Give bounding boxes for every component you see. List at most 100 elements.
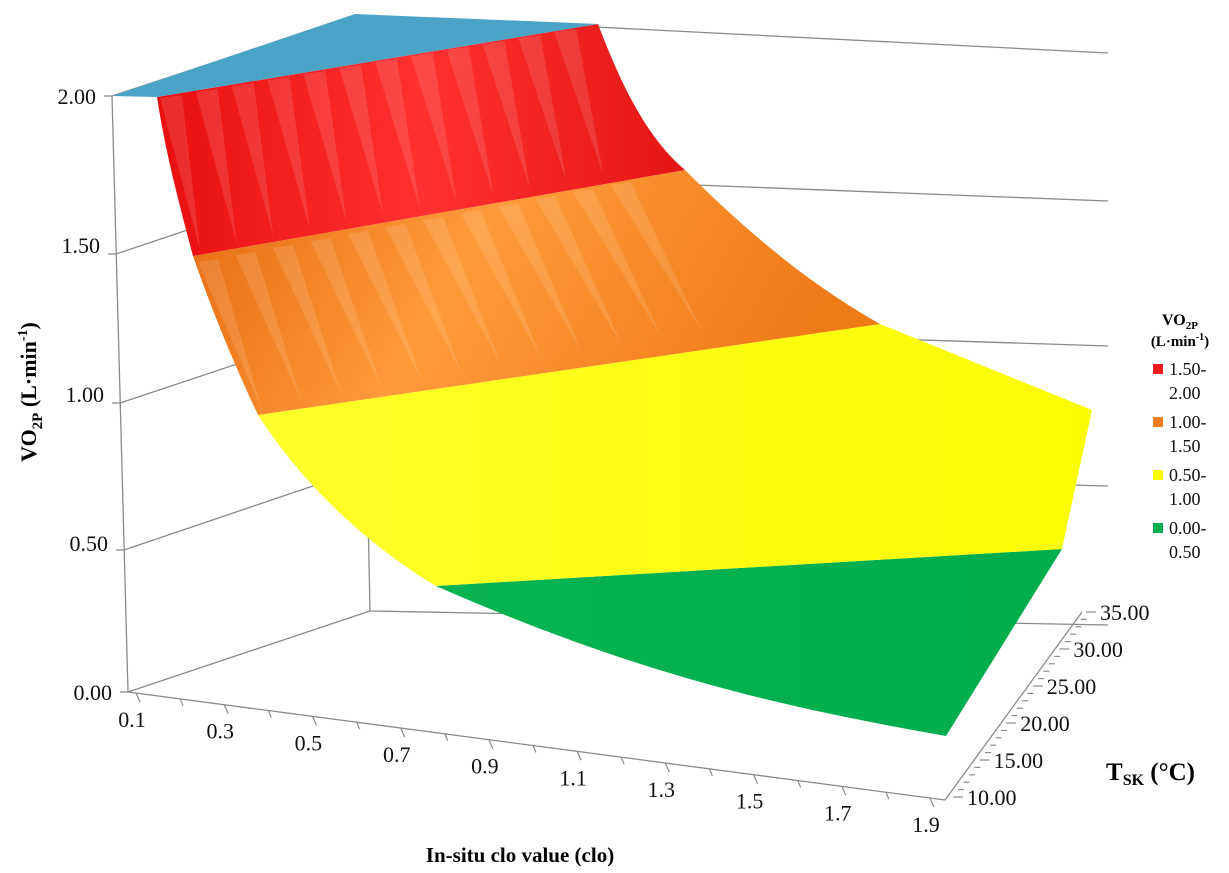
legend-title-close: ) [1204,334,1209,350]
value-axis-title-close: ) [16,322,41,329]
surface-facet [460,210,542,360]
clo-minor-tick [532,745,537,753]
surface-facet [573,189,662,339]
clo-minor-tick [797,780,802,788]
surface-facet [375,59,420,209]
temp-axis-title-main: T [1106,759,1123,786]
legend-title-sub: 2P [1186,320,1199,332]
clo-tick-label: 0.9 [471,754,499,779]
temp-tick-labels: 10.00 15.00 20.00 25.00 30.00 35.00 [967,600,1150,810]
legend-label: 1.00- [1169,412,1207,432]
value-tick-label: 2.00 [58,84,97,109]
clo-tick-label: 1.3 [648,777,676,802]
surface-band-red [157,24,685,256]
surface-band-orange [193,170,880,415]
clo-tick-label: 1.9 [912,812,940,837]
surface-facet [518,35,567,182]
value-axis-title: VO2P (L·min-1) [16,322,46,462]
clo-tick-label: 1.7 [824,800,852,825]
clo-tick [135,692,141,703]
clo-axis-title: In-situ clo value (clo) [426,843,614,867]
clo-minor-tick [267,710,272,718]
value-tick-label: 0.50 [70,531,109,556]
surface-facet [410,53,457,203]
legend-title-line2: (L·min-1) [1151,332,1209,350]
surface-facet [198,259,262,410]
clo-minor-tick [885,791,890,800]
clo-tick-label: 0.3 [206,719,234,744]
clo-minor-tick [708,768,713,777]
clo-tick [400,727,406,738]
value-axis-line [111,95,129,693]
temp-tick-label: 10.00 [967,785,1017,810]
gridline-0.00 [127,610,371,693]
value-tick-labels: 0.00 0.50 1.00 1.50 2.00 [58,84,113,705]
surface-facet [482,41,530,189]
legend-label: 1.50 [1169,436,1201,456]
temp-axis-title-sub: SK [1123,772,1145,789]
surface-facet [385,224,462,375]
legend-swatch [1153,364,1163,374]
legend-label: 0.50- [1169,465,1207,485]
clo-tick-label: 0.7 [383,742,411,767]
surface-facet [446,47,494,196]
value-axis [104,95,129,693]
legend-title-unit: (L·min [1151,334,1197,350]
surface-facet [339,65,384,216]
legend-label: 1.00 [1169,489,1201,509]
clo-tick [841,786,847,796]
legend-label: 0.50 [1169,542,1201,562]
legend-label: 1.50- [1169,359,1207,379]
legend-title-main: VO [1162,312,1186,329]
temp-axis-ticks [953,611,1096,798]
surface-facet [348,231,422,382]
surface-facet [160,95,200,250]
surface-facet [303,71,347,223]
surface-facets [160,29,702,410]
legend-title-sup: -1 [1196,332,1204,343]
surface-facet [498,203,582,353]
legend-title-line1: VO2P [1162,312,1198,332]
surface [112,14,1092,736]
temp-axis-line [944,611,1083,801]
legend-swatch [1153,523,1163,533]
temp-tick-label: 15.00 [994,748,1044,773]
temp-tick-label: 20.00 [1020,711,1069,736]
clo-axis-line [127,691,946,801]
clo-minor-tick [620,756,625,765]
legend-label: 2.00 [1169,383,1201,403]
legend-swatch [1153,470,1163,480]
value-tick-label: 1.00 [66,382,105,407]
surface-facet [535,196,622,346]
surface-facet [273,245,342,396]
surface-facet [423,217,502,367]
clo-tick [488,739,494,749]
floor-axes [127,611,1083,801]
legend-entries: 1.50- 2.00 1.00- 1.50 0.50- 1.00 0.00- 0.50 [1153,359,1207,562]
value-axis-title-sub: 2P [30,413,46,430]
clo-tick [223,704,229,714]
clo-tick [311,716,317,726]
temp-tick-label: 30.00 [1073,637,1123,662]
legend-swatch [1153,417,1163,427]
value-tick-label: 0.00 [74,680,113,705]
surface-facet [231,83,274,237]
temp-axis-title: TSK (°C) [1106,759,1195,789]
clo-tick-labels: 0.1 0.3 0.5 0.7 0.9 1.1 1.3 1.5 1.7 1.9 [118,707,940,837]
surface-facet [310,238,382,389]
clo-minor-tick [444,733,449,742]
clo-tick [753,774,759,784]
surface-facet [235,252,302,403]
surface-band-yellow [258,324,1092,586]
legend: VO2P (L·min-1) 1.50-2.001.00-1.500.50-1.… [1151,312,1209,562]
surface-cap [112,14,598,97]
value-axis-title-main: VO [16,429,41,462]
value-tick-label: 1.50 [62,233,101,258]
clo-tick [929,797,935,808]
temp-axis-title-unit: (°C) [1144,759,1195,786]
clo-tick-label: 0.1 [118,707,146,732]
clo-minor-tick [179,698,184,707]
surface-facet [554,29,604,175]
legend-label: 0.00- [1169,518,1207,538]
